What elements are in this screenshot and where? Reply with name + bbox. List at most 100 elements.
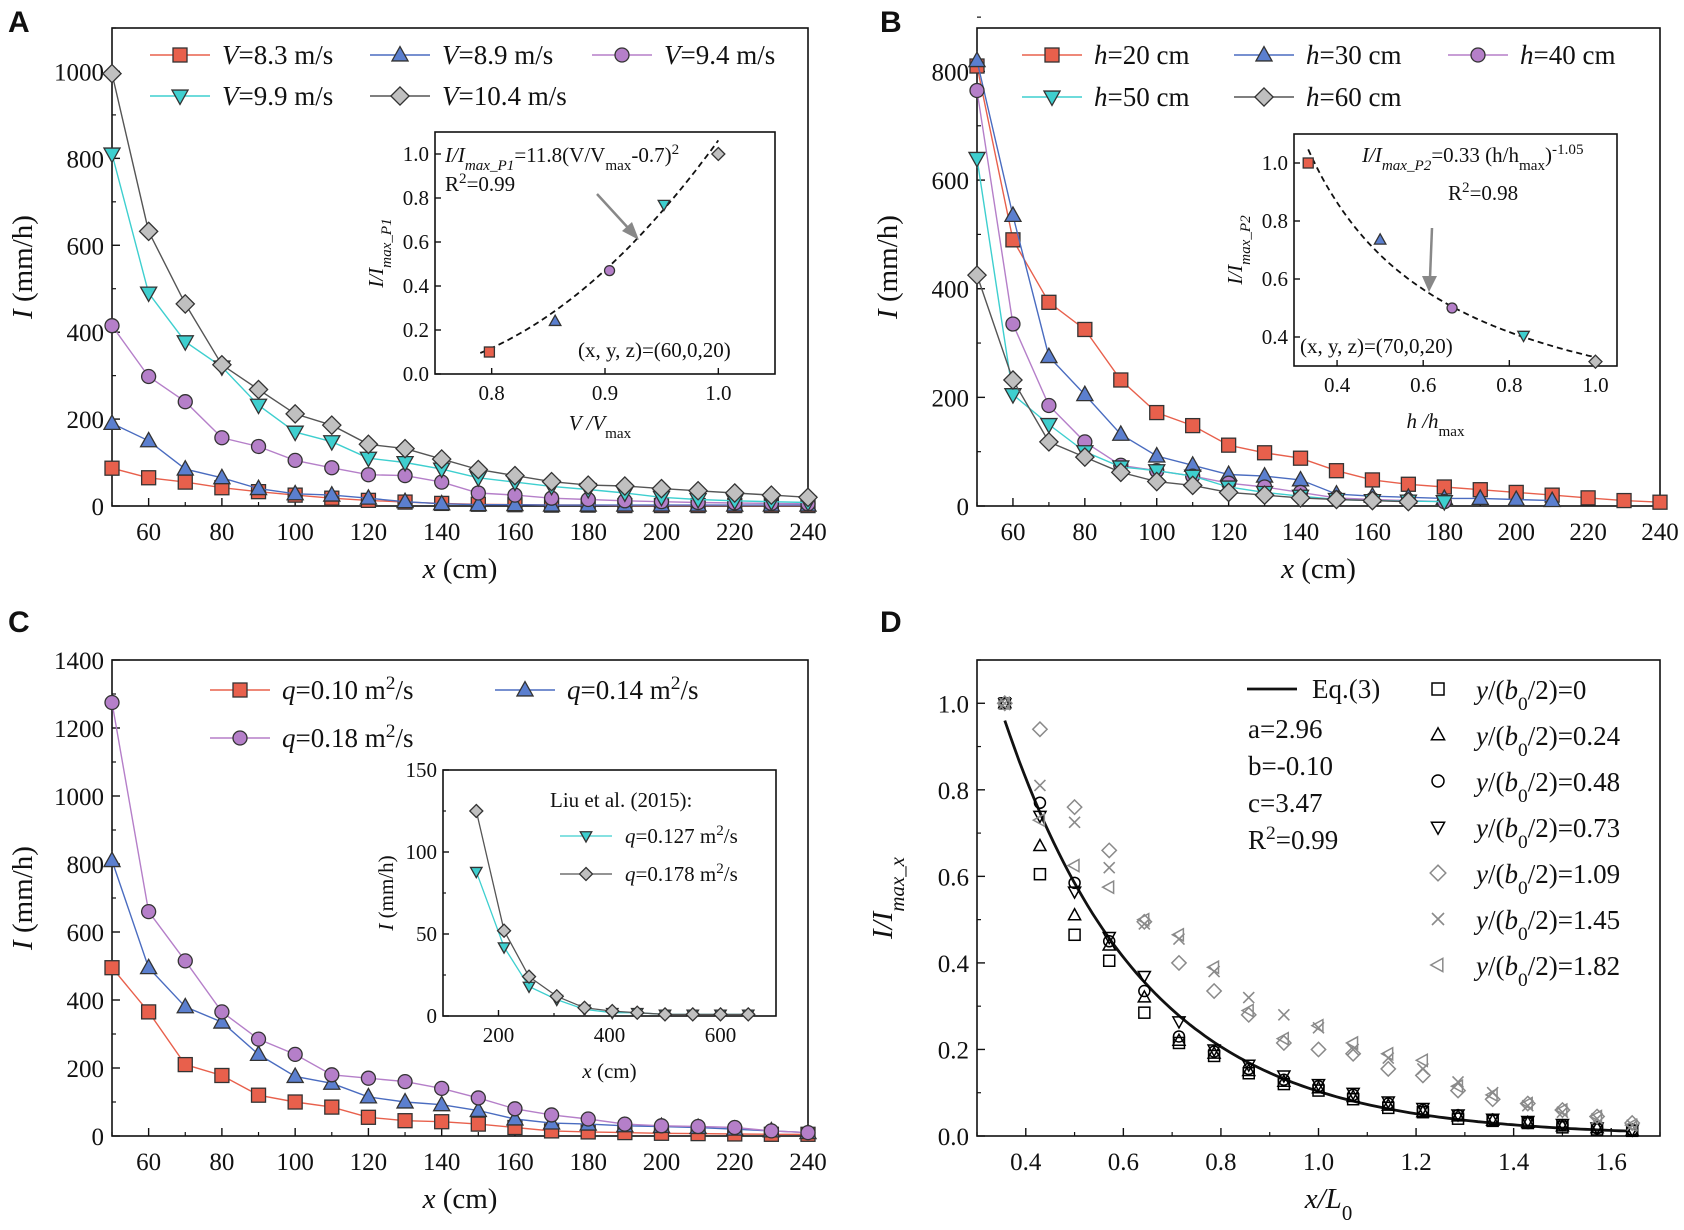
d-data-point	[1555, 1118, 1570, 1133]
c-y-tick-label: 1200	[54, 716, 104, 743]
d-legend-label-4-part: 0	[1518, 878, 1528, 899]
a-legend-marker	[614, 47, 630, 63]
c-legend-label-0.10-part: =0.10	[296, 675, 358, 705]
d-r2-part: R	[1248, 825, 1266, 855]
a-plot-frame	[111, 27, 809, 507]
a-x-tick-label: 180	[569, 519, 607, 546]
c-x-tick-label: 60	[136, 1149, 161, 1176]
c-data-point	[176, 997, 195, 1014]
d-data-point	[1414, 1052, 1429, 1068]
c-data-point	[505, 1109, 525, 1126]
a-data-point	[504, 465, 525, 486]
c-x-tick-label: 180	[569, 1149, 607, 1176]
d-data-point	[1449, 1078, 1464, 1094]
d-y-tick-label: 0.4	[938, 951, 970, 978]
a-inset-coords: (x, y, z)=(60,0,20)	[578, 338, 731, 362]
b-data-point	[1328, 463, 1345, 479]
d-data-point	[1519, 1096, 1533, 1111]
c-data-point	[139, 957, 158, 975]
c-inset-data-point	[469, 866, 484, 880]
d-data-point	[1138, 984, 1151, 998]
b-inset-equation-part: -1.05	[1552, 142, 1583, 158]
a-data-point	[139, 431, 158, 448]
a-legend-label-10.4-part: m/s	[521, 81, 567, 111]
a-inset-data-point	[657, 199, 671, 212]
c-legend-label-0.18-part: m	[358, 723, 386, 753]
b-inset-equation: I/Imax_P2=0.33 (h/hmax)-1.05	[1361, 142, 1584, 174]
a-data-point	[431, 449, 452, 470]
c-x-tick-label: 160	[496, 1149, 534, 1176]
b-data-point	[1041, 294, 1057, 310]
d-data-point	[996, 695, 1010, 711]
a-data-point	[614, 475, 635, 497]
c-y-tick-label: 400	[67, 988, 105, 1015]
d-data-point	[1102, 935, 1116, 948]
c-inset-y-label: I (mm/h)	[374, 855, 398, 931]
c-legend-label-0.10-part: /s	[395, 675, 413, 705]
d-data-point	[1311, 1078, 1326, 1093]
d-data-point	[1344, 1045, 1362, 1062]
b-x-tick-label: 200	[1497, 519, 1535, 546]
c-data-point	[102, 850, 122, 868]
c-legend-label-0.14-part: 2	[671, 673, 681, 694]
d-x-tick-label: 1.4	[1498, 1149, 1530, 1176]
c-inset-legend-label: q=0.178 m2/s	[625, 861, 738, 886]
d-data-point	[1344, 1035, 1359, 1051]
c-inset-data-point	[497, 942, 511, 955]
c-legend-label-0.10: q=0.10 m2/s	[282, 673, 413, 706]
d-legend-label-4-part: y	[1473, 859, 1488, 889]
a-inset-r2-part: 2	[459, 171, 467, 187]
c-x-axis-label-part: x	[422, 1183, 436, 1215]
b-inset-r2: R2=0.98	[1448, 180, 1518, 205]
b-inset-data-point	[1588, 354, 1603, 370]
d-legend-marker	[1429, 864, 1447, 882]
d-legend-label-2-part: 0	[1518, 786, 1528, 807]
c-inset-data-point	[577, 1000, 592, 1016]
a-legend-label-9.9-part: =9.9	[239, 81, 288, 111]
c-x-tick-label: 120	[350, 1149, 388, 1176]
c-data-point	[250, 1031, 267, 1047]
c-data-point	[250, 1087, 267, 1103]
a-legend-label-10.4-part: =10.4	[459, 81, 522, 111]
d-legend-label-3: y/(b0/2)=0.73	[1473, 813, 1620, 853]
d-legend-label-0-part: /2)=0	[1528, 675, 1587, 705]
d-data-point	[1380, 1097, 1396, 1111]
b-legend-label-20-part: cm	[1150, 40, 1190, 70]
d-legend-marker	[1430, 726, 1446, 741]
c-data-point	[324, 1099, 340, 1115]
d-y-tick-label: 0.8	[938, 778, 969, 805]
d-x-tick-label: 1.0	[1303, 1149, 1334, 1176]
d-legend-label-3-part: y	[1473, 813, 1488, 843]
a-legend-label-9.9: V=9.9 m/s	[222, 81, 333, 111]
d-legend-label-4-part: /2)=1.09	[1528, 859, 1620, 889]
d-legend-label-1-part: b	[1504, 721, 1518, 751]
b-legend-marker	[1254, 45, 1274, 62]
c-inset-y-label-part: I	[374, 923, 398, 932]
chart-panel-c: 60 80 100 120 140 160 180 200 220 240020040060080…	[7, 648, 827, 1215]
c-series-line-0.10	[111, 967, 808, 1136]
d-legend-label-1: y/(b0/2)=0.24	[1473, 721, 1621, 761]
a-data-point	[248, 379, 269, 400]
a-inset-fit-curve	[479, 139, 720, 354]
b-x-tick-label: 220	[1569, 519, 1607, 546]
d-data-point	[1310, 1018, 1324, 1033]
b-inset-r2-part: 2	[1462, 180, 1470, 196]
panel-label-d: D	[880, 606, 902, 639]
a-x-tick-label: 220	[716, 519, 754, 546]
d-data-point	[1484, 1087, 1498, 1103]
c-inset-x-label-part: (cm)	[592, 1059, 637, 1083]
b-x-tick-label: 120	[1210, 519, 1248, 546]
b-inset-x-label-part: h /h	[1406, 409, 1438, 433]
b-legend-label-50-part: cm	[1150, 82, 1190, 112]
a-data-point	[651, 478, 672, 499]
c-inset-legend-label: q=0.127 m2/s	[625, 823, 738, 848]
c-x-axis-label: x (cm)	[422, 1183, 498, 1215]
d-y-tick-label: 0.2	[938, 1037, 969, 1064]
b-data-point	[1507, 489, 1526, 507]
b-y-tick-label: 600	[932, 168, 970, 195]
d-data-point	[1276, 1070, 1292, 1084]
a-data-point	[138, 221, 159, 242]
b-x-tick-label: 160	[1354, 519, 1392, 546]
a-data-point	[358, 434, 379, 455]
